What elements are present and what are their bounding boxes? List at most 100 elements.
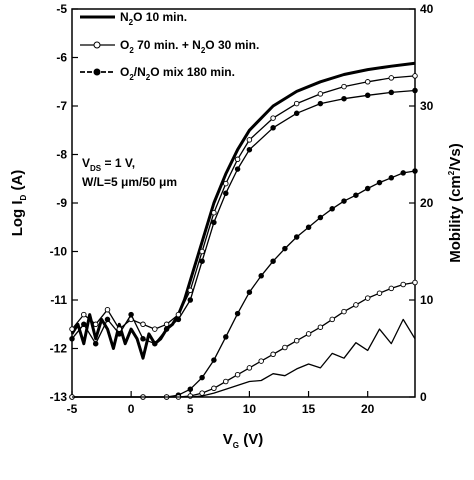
annotation-vds: VDS = 1 V, [82, 156, 135, 173]
series-point [223, 190, 229, 197]
series-point [140, 336, 146, 342]
series-1-left [69, 73, 418, 332]
series-point [270, 351, 276, 358]
series-point [246, 137, 253, 143]
ticks-group: -5 0 5 10 15 20 -13 -12 -11 -10 -9 -8 -7 -6 -5 0 10 20 30 4… [50, 2, 434, 416]
series-point [258, 273, 264, 279]
legend: N2O 10 min. O2 70 min. + N2O 30 min. O2/… [80, 10, 259, 82]
series-point [341, 95, 347, 102]
series-point [187, 386, 194, 392]
series-point [116, 331, 123, 337]
y-left-tick-label: -13 [50, 390, 68, 404]
series-4-right [69, 279, 418, 400]
series-point [211, 209, 217, 216]
series-point [234, 310, 241, 317]
y-right-tick-label: 10 [420, 293, 434, 307]
legend-entry-mix: O2/N2O mix 180 min. [80, 65, 235, 82]
series-point [364, 295, 371, 301]
series-point [187, 297, 194, 303]
y-right-tick-label: 30 [420, 99, 434, 113]
series-point [152, 340, 158, 347]
series-point [293, 110, 300, 117]
series-point [376, 290, 383, 296]
y-right-axis-label-sup: 2 [447, 170, 456, 175]
series-point [388, 89, 395, 96]
x-axis-label-sub: G [233, 441, 239, 450]
series-3-right [69, 168, 418, 400]
series-point [317, 100, 324, 107]
x-axis-label-tail: (V) [239, 431, 263, 448]
x-axis-label: VG (V) [223, 431, 263, 450]
series-point [104, 306, 111, 313]
series-point [282, 245, 288, 252]
series-point [364, 185, 371, 192]
series-point [246, 289, 253, 295]
y-left-tick-label: -12 [50, 342, 68, 356]
legend-label-n2o: N2O 10 min. [120, 10, 187, 27]
series-point [92, 340, 99, 347]
series-point [364, 79, 371, 85]
y-left-axis-label-tail: (A) [9, 170, 26, 195]
series-point [329, 316, 335, 323]
y-right-axis-label-tail: /Vs) [447, 143, 464, 171]
series-point [341, 83, 347, 90]
series-line [70, 61, 416, 360]
series-0-left [70, 61, 416, 360]
y-right-tick-label: 20 [420, 196, 434, 210]
legend-label-o2-n2o: O2 70 min. + N2O 30 min. [120, 38, 259, 55]
series-point [305, 224, 312, 231]
series-point [92, 321, 99, 328]
series-point [69, 336, 75, 342]
annotation-vds-tail: = 1 V, [101, 156, 135, 170]
series-point [199, 374, 205, 381]
series-point [199, 390, 205, 396]
series-point [317, 324, 324, 330]
series-point [128, 311, 134, 318]
series-point [246, 365, 253, 371]
series-point [246, 146, 253, 153]
series-point [329, 206, 335, 212]
legend-label-mix: O2/N2O mix 180 min. [120, 65, 235, 82]
series-point [293, 337, 300, 344]
y-left-tick-label: -10 [50, 245, 68, 259]
series-point [211, 385, 217, 392]
series-point [317, 91, 324, 97]
series-line [71, 75, 416, 330]
series-point [140, 321, 146, 328]
series-point [376, 179, 383, 186]
y-right-tick-label: 40 [420, 2, 434, 16]
y-right-axis-label: Mobility (cm2/Vs) [447, 143, 464, 262]
y-left-tick-label: -7 [56, 99, 67, 113]
series-line [72, 318, 416, 398]
y-left-axis-label: Log ID (A) [9, 170, 28, 237]
series-point [81, 311, 87, 318]
series-point [412, 279, 418, 286]
y-left-axis-label-sub: D [19, 194, 28, 200]
x-tick-label: -5 [67, 402, 78, 416]
series-point [234, 156, 241, 163]
series-point [388, 285, 395, 292]
y-left-tick-label: -8 [56, 148, 67, 162]
series-point [293, 100, 300, 107]
series-point [258, 358, 264, 364]
series-point [341, 198, 347, 204]
series-point [412, 87, 418, 94]
legend-marker-open [93, 41, 101, 49]
series-point [412, 73, 418, 79]
y-left-tick-label: -9 [56, 196, 67, 210]
series-point [211, 357, 217, 363]
legend-entry-o2-n2o: O2 70 min. + N2O 30 min. [80, 38, 259, 55]
series-point [81, 321, 87, 328]
legend-entry-n2o: N2O 10 min. [80, 10, 187, 27]
series-5-right [72, 318, 416, 398]
series-point [187, 287, 194, 294]
series-point [353, 192, 359, 198]
series-line [72, 170, 416, 398]
series-point [341, 308, 347, 315]
y-right-tick-label: 0 [420, 390, 427, 404]
series-2-left [69, 87, 418, 347]
x-tick-label: 0 [128, 402, 135, 416]
series-point [364, 92, 371, 99]
x-tick-label: 5 [187, 402, 194, 416]
